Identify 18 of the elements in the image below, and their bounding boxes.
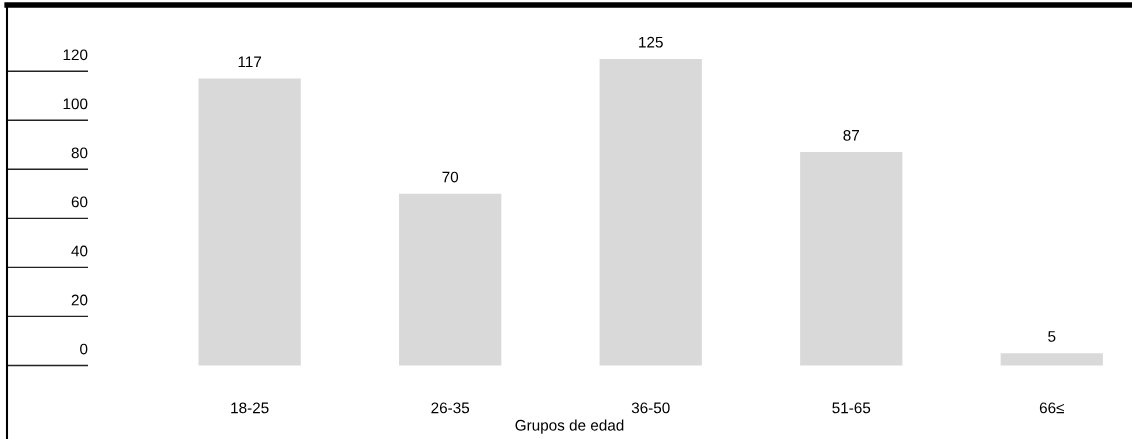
y-tick-label: 20 [71,294,88,306]
data-label: 70 [442,171,459,183]
x-axis-title: Grupos de edad [515,419,624,434]
x-tick-label: 18-25 [231,402,269,414]
x-tick-label: 51-65 [832,402,871,414]
y-tick-label: 0 [80,343,88,355]
x-tick-label: 66≤ [1039,402,1064,414]
y-tick-label: 80 [71,147,88,159]
data-label: 125 [639,36,663,48]
data-label: 5 [1048,331,1056,342]
data-label: 117 [238,56,262,68]
x-tick-label: 26-35 [431,402,470,414]
y-tick-label: 100 [63,98,88,110]
y-tick-label: 60 [71,196,88,208]
x-tick-label: 36-50 [631,402,670,414]
data-label: 87 [843,129,859,141]
y-tick-label: 120 [63,49,88,61]
y-tick-label: 40 [71,245,88,257]
